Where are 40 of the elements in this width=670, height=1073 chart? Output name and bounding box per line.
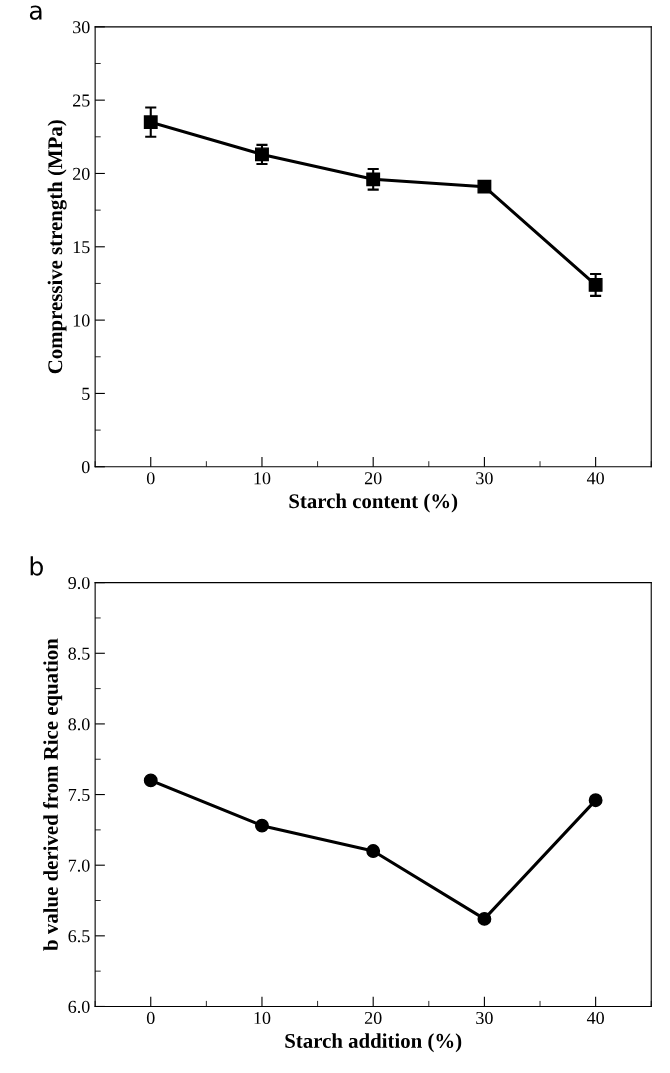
point (143, 773, 158, 788)
y-axis-title: b value derived from Rice equation (43, 638, 63, 951)
x-tick-label: 10 (254, 472, 271, 485)
point (255, 147, 269, 162)
x-tick-label: 40 (586, 472, 604, 485)
y-tick-label: 15 (73, 241, 90, 254)
y-tick-label: 25 (73, 94, 90, 107)
x-tick-label: 20 (364, 1011, 382, 1025)
y-tick-label: 30 (73, 21, 90, 34)
point (588, 277, 603, 292)
point (255, 818, 269, 833)
y-tick-label: 8.0 (68, 718, 90, 731)
y-tick-label: 9.0 (68, 576, 90, 590)
y-tick-label: 8.5 (68, 647, 90, 660)
y-tick-label: 10 (73, 314, 90, 327)
point (477, 911, 492, 926)
y-tick-label: 0 (81, 461, 90, 474)
point (143, 115, 158, 130)
text: b (30, 556, 43, 576)
x-tick-label: 20 (364, 472, 382, 485)
x-tick-label: 30 (476, 1011, 493, 1025)
y-tick-label: 7.0 (68, 859, 90, 872)
point (366, 172, 381, 187)
x-tick-label: 40 (586, 1011, 604, 1025)
y-tick-label: 6.0 (68, 1000, 90, 1013)
x-tick-label: 10 (254, 1011, 271, 1025)
x-tick-label: 0 (146, 472, 155, 485)
point (366, 844, 381, 859)
y-tick-label: 20 (73, 167, 90, 180)
x-tick-label: 30 (476, 472, 493, 485)
text: a (29, 5, 42, 20)
x-axis-title: Starch content (%) (289, 493, 458, 513)
point (588, 793, 603, 808)
x-axis-title: Starch addition (%) (285, 1033, 462, 1053)
point (477, 179, 492, 194)
y-tick-label: 6.5 (68, 930, 90, 943)
y-tick-label: 7.5 (68, 789, 90, 802)
y-tick-label: 5 (82, 387, 90, 400)
x-tick-label: 0 (146, 1011, 155, 1025)
y-axis-title: Compressive strength (MPa) (47, 120, 67, 374)
